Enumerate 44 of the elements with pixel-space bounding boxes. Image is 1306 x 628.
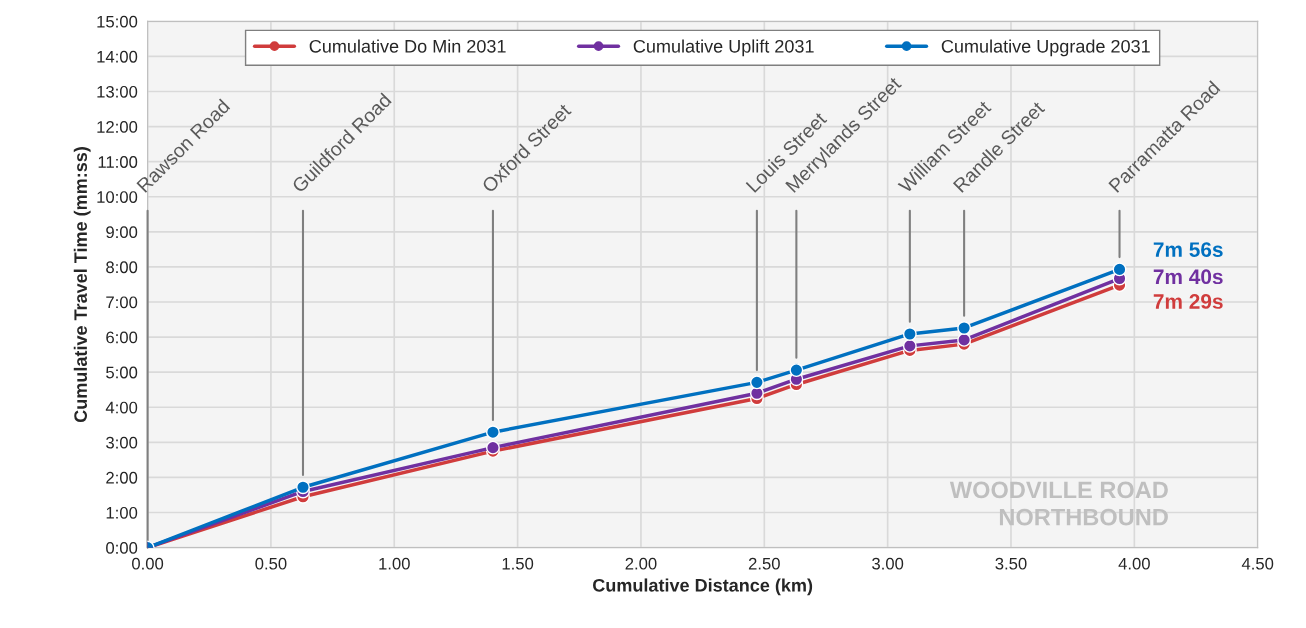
y-tick-label: 7:00 [106,296,138,309]
x-tick-label: 0.00 [132,557,164,570]
legend-label: Cumulative Upgrade 2031 [941,39,1150,57]
x-tick-label: 1.50 [502,557,534,570]
y-tick-label: 0:00 [106,542,138,554]
x-tick-label: 3.50 [995,557,1027,570]
x-tick-label: 2.50 [748,557,780,570]
y-tick-label: 6:00 [106,331,138,344]
point [1112,262,1127,277]
x-axis-title: Cumulative Distance (km) [593,578,813,596]
y-tick-label: 12:00 [97,121,138,133]
y-tick-label: 10:00 [97,191,138,203]
x-tick-label: 0.50 [255,557,287,570]
point [957,321,972,335]
point [296,480,310,495]
annotation: 7m 29s [1153,294,1223,309]
x-tick-label: 3.00 [872,557,904,570]
y-tick-label: 15:00 [97,15,138,28]
y-tick-label: 11:00 [98,156,138,168]
point [485,425,500,440]
legend-label: Cumulative Do Min 2031 [309,39,506,53]
x-tick-label: 2.00 [625,557,657,570]
y-tick-label: 3:00 [106,436,138,449]
y-axis-title: Cumulative Travel Time (mm:ss) [73,147,91,423]
y-tick-label: 14:00 [97,50,138,63]
y-tick-label: 1:00 [106,506,138,519]
y-tick-label: 9:00 [106,226,138,239]
legend-label: Cumulative Uplift 2031 [633,39,814,57]
annotation: 7m 40s [1153,269,1223,285]
point [789,363,804,378]
x-tick-label: 1.00 [379,557,410,570]
y-tick-label: 2:00 [106,471,138,484]
point [902,327,917,341]
y-tick-label: 5:00 [106,366,138,379]
y-tick-label: 4:00 [105,401,138,414]
y-tick-label: 13:00 [97,85,138,98]
point [749,375,764,390]
point [485,440,500,455]
annotation: 7m 56s [1153,242,1223,257]
x-tick-label: 4.50 [1241,557,1274,570]
y-tick-label: 8:00 [106,261,138,274]
point [957,332,972,347]
point [902,338,917,353]
x-tick-label: 4.00 [1118,557,1150,570]
